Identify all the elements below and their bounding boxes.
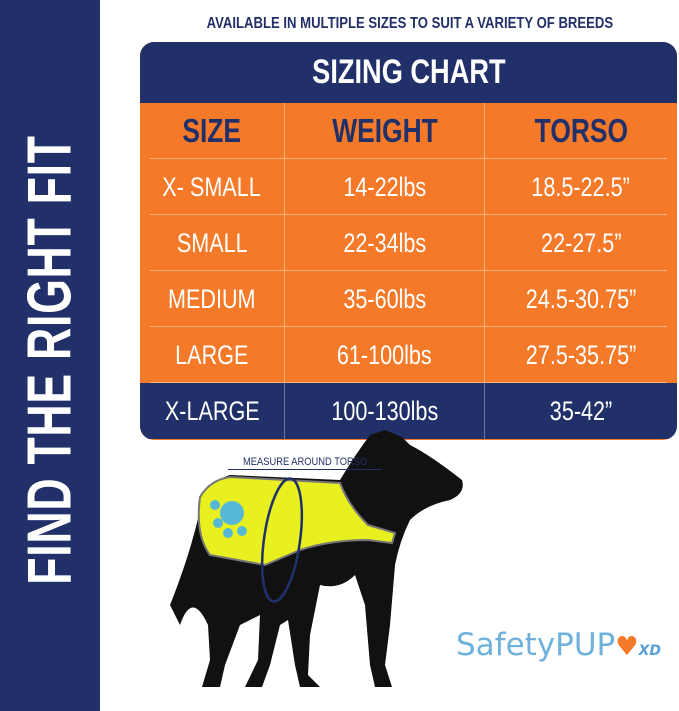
torso-cell: 24.5-30.75”: [525, 283, 637, 314]
size-cell: X-LARGE: [140, 383, 285, 439]
weight-cell: 100-130lbs: [285, 383, 485, 439]
heart-paw-icon: ♥: [615, 632, 639, 662]
header-torso: TORSO: [534, 112, 628, 149]
torso-measure-ring: [260, 477, 304, 603]
sizing-chart: SIZING CHART SIZE WEIGHT TORSO X- SMALL …: [140, 42, 677, 440]
weight-cell: 61-100lbs: [285, 327, 485, 383]
paw-print-icon: [210, 500, 247, 538]
size-cell: X- SMALL: [140, 159, 285, 215]
header-weight: WEIGHT: [285, 103, 485, 159]
weight-cell: 35-60lbs: [285, 271, 485, 327]
safetypup-logo: SafetyPUP♥XD: [456, 627, 661, 663]
torso-cell: 22-27.5”: [540, 227, 622, 258]
table-row: LARGE 61-100lbs 27.5-35.75”: [140, 327, 677, 383]
size-cell: SMALL: [140, 215, 285, 271]
size-cell: LARGE: [140, 327, 285, 383]
measure-label: MEASURE AROUND TORSO: [228, 456, 383, 470]
table-row: X- SMALL 14-22lbs 18.5-22.5”: [140, 159, 677, 215]
torso-cell: 27.5-35.75”: [525, 339, 637, 370]
weight-cell: 14-22lbs: [285, 159, 485, 215]
vest: [197, 475, 397, 567]
subtitle: AVAILABLE IN MULTIPLE SIZES TO SUIT A VA…: [206, 15, 613, 32]
side-banner-text: FIND THE RIGHT FIT: [15, 135, 85, 585]
header-row: SIZE WEIGHT TORSO: [140, 103, 677, 159]
table-row: SMALL 22-34lbs 22-27.5”: [140, 215, 677, 271]
side-banner: FIND THE RIGHT FIT: [0, 0, 100, 711]
table-row: X-LARGE 100-130lbs 35-42”: [140, 383, 677, 439]
size-cell: MEDIUM: [140, 271, 285, 327]
dog-in-vest-image: [170, 430, 463, 687]
chart-title: SIZING CHART: [140, 42, 677, 103]
table-row: MEDIUM 35-60lbs 24.5-30.75”: [140, 271, 677, 327]
torso-cell: 35-42”: [549, 395, 613, 426]
weight-cell: 22-34lbs: [285, 215, 485, 271]
torso-cell: 18.5-22.5”: [531, 171, 631, 202]
header-size: SIZE: [140, 103, 285, 159]
